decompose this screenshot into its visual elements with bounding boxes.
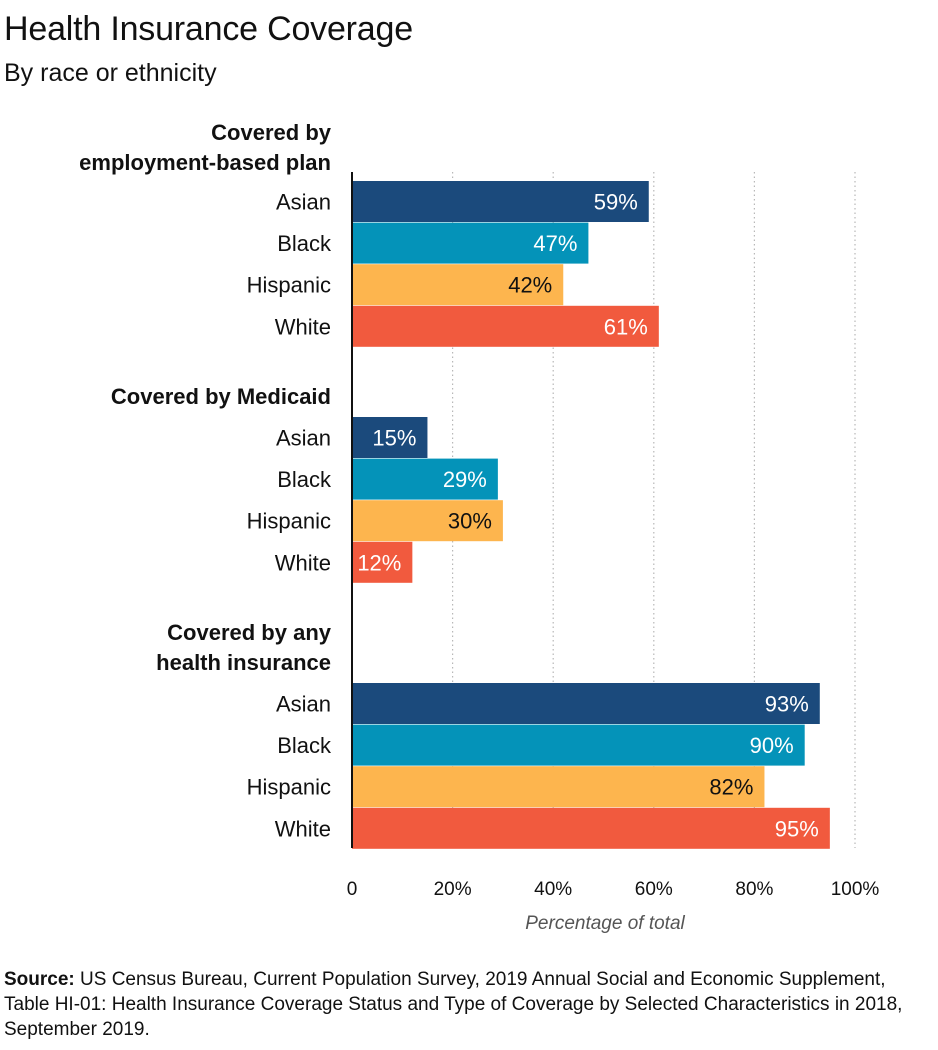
bar-white: [352, 807, 830, 849]
bar-black: [352, 724, 805, 766]
group-label: employment-based plan: [79, 150, 331, 175]
bar-asian: [352, 683, 820, 724]
group-label: health insurance: [156, 650, 331, 675]
category-label: White: [275, 816, 331, 841]
data-label: 12%: [357, 550, 401, 575]
category-label: Black: [277, 733, 332, 758]
x-tick-label: 0: [347, 879, 358, 900]
category-label: Black: [277, 467, 332, 492]
data-label: 15%: [372, 426, 416, 451]
x-axis-label: Percentage of total: [525, 913, 685, 934]
x-tick-label: 100%: [831, 879, 880, 900]
data-label: 29%: [443, 467, 487, 492]
x-tick-label: 60%: [635, 879, 673, 900]
data-label: 95%: [775, 816, 819, 841]
bar-chart: Covered by employment-based plan Asian 59% B…: [79, 120, 880, 934]
x-tick-label: 80%: [735, 879, 773, 900]
bar-hispanic: [352, 500, 503, 542]
x-tick-label: 20%: [434, 879, 472, 900]
category-label: Asian: [276, 692, 331, 717]
chart-title: Health Insurance Coverage: [4, 10, 413, 48]
bar-asian: [352, 181, 649, 222]
bar-white: [352, 305, 659, 347]
data-label: 42%: [508, 273, 552, 298]
source-note: Source: US Census Bureau, Current Popula…: [4, 967, 914, 1042]
data-label: 47%: [533, 231, 577, 256]
chart-subtitle: By race or ethnicity: [4, 59, 217, 87]
bar-asian: [352, 417, 428, 458]
category-label: Hispanic: [247, 775, 331, 800]
source-label: Source:: [4, 969, 75, 990]
category-label: White: [275, 550, 331, 575]
data-label: 93%: [765, 692, 809, 717]
bar-white: [352, 541, 413, 583]
data-label: 59%: [594, 190, 638, 215]
category-label: Asian: [276, 190, 331, 215]
source-text: US Census Bureau, Current Population Sur…: [4, 969, 903, 1040]
data-label: 61%: [604, 314, 648, 339]
bar-hispanic: [352, 766, 765, 808]
category-label: White: [275, 314, 331, 339]
group-label: Covered by: [211, 120, 332, 145]
group-label: Covered by any: [167, 620, 332, 645]
category-label: Asian: [276, 426, 331, 451]
category-label: Hispanic: [247, 509, 331, 534]
x-tick-label: 40%: [534, 879, 572, 900]
bar-black: [352, 222, 589, 264]
data-label: 30%: [448, 509, 492, 534]
group-label: Covered by Medicaid: [111, 384, 331, 409]
data-label: 90%: [750, 733, 794, 758]
data-label: 82%: [709, 775, 753, 800]
category-label: Hispanic: [247, 273, 331, 298]
bar-hispanic: [352, 264, 564, 306]
category-label: Black: [277, 231, 332, 256]
bar-black: [352, 458, 498, 500]
